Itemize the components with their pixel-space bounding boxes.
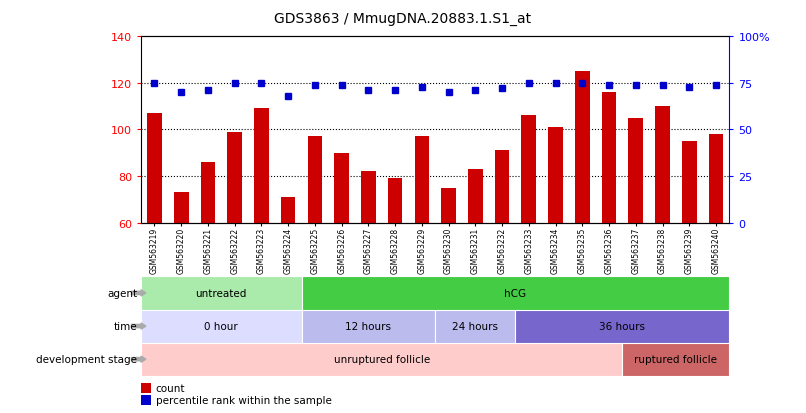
Bar (548, 128, 563, 223)
Bar (141, 277, 301, 310)
Bar (141, 310, 301, 343)
Text: unruptured follicle: unruptured follicle (334, 354, 430, 364)
Bar (468, 170, 483, 223)
Bar (227, 133, 242, 223)
Bar (308, 137, 322, 223)
Text: count: count (156, 383, 185, 393)
Text: agent: agent (107, 288, 137, 298)
Bar (521, 116, 536, 223)
Text: hCG: hCG (505, 288, 526, 298)
Bar (708, 135, 724, 223)
Bar (301, 310, 435, 343)
Bar (602, 93, 617, 223)
Text: GDS3863 / MmugDNA.20883.1.S1_at: GDS3863 / MmugDNA.20883.1.S1_at (274, 12, 532, 26)
Text: 36 hours: 36 hours (600, 321, 646, 331)
Bar (682, 142, 696, 223)
Text: time: time (114, 321, 137, 331)
Bar (516, 310, 729, 343)
Text: 24 hours: 24 hours (452, 321, 498, 331)
Bar (495, 151, 509, 223)
Bar (655, 107, 670, 223)
Bar (388, 179, 402, 223)
Bar (174, 193, 189, 223)
Bar (629, 119, 643, 223)
Text: development stage: development stage (36, 354, 137, 364)
Bar (575, 72, 590, 223)
Bar (435, 310, 516, 343)
Text: 0 hour: 0 hour (205, 321, 238, 331)
Text: ruptured follicle: ruptured follicle (634, 354, 717, 364)
Bar (141, 343, 622, 376)
Text: untreated: untreated (196, 288, 247, 298)
Bar (201, 163, 215, 223)
Bar (622, 343, 729, 376)
Bar (254, 109, 268, 223)
Bar (280, 197, 296, 223)
Text: 12 hours: 12 hours (346, 321, 392, 331)
Bar (301, 277, 729, 310)
Bar (361, 172, 376, 223)
Bar (334, 153, 349, 223)
Bar (147, 114, 162, 223)
Bar (441, 188, 456, 223)
Text: percentile rank within the sample: percentile rank within the sample (156, 395, 331, 405)
Bar (414, 137, 430, 223)
